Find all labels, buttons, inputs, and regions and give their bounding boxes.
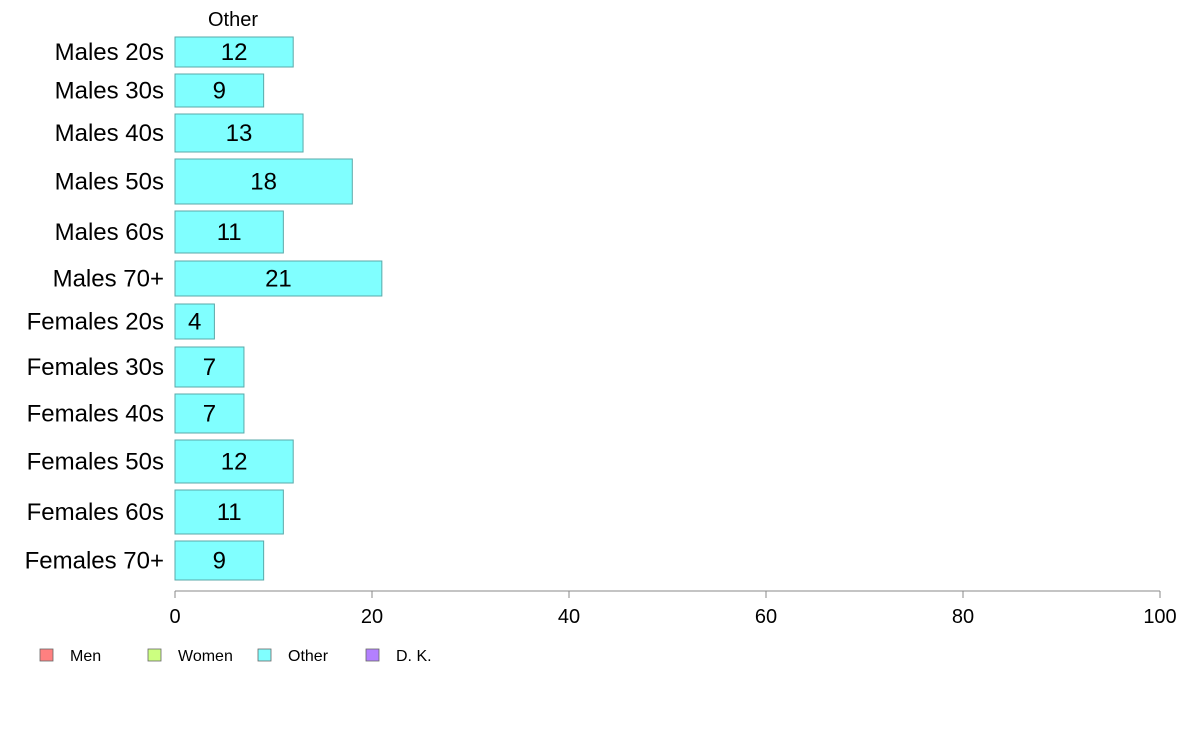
category-label: Males 60s [55,219,164,246]
column-title: Other [208,9,258,31]
bar [174,158,353,205]
category-label: Females 60s [27,499,164,526]
x-tick-label: 20 [361,606,383,628]
bar-value-label: 21 [265,266,292,293]
legend-swatch [257,648,272,662]
bar [174,439,294,484]
legend-label: Men [70,648,101,665]
bar-value-label: 13 [226,120,253,147]
x-tick-label: 40 [558,606,580,628]
legend: Men Women Other D. K. [39,648,432,665]
bar-value-label: 12 [221,39,248,66]
bar-value-label: 12 [221,449,248,476]
bar-group: Males 20s 12 Males 30s 9 Males 40s 13 Males 50… [25,36,383,581]
bar [174,489,284,535]
bar [174,393,245,434]
bar [174,210,284,254]
category-label: Females 40s [27,401,164,428]
bar [174,260,383,297]
bar-value-label: 11 [217,219,242,246]
category-label: Females 50s [27,449,164,476]
legend-label: Women [178,648,233,665]
bar [174,73,265,108]
legend-swatch [39,648,54,662]
category-label: Males 40s [55,120,164,147]
legend-swatch [147,648,162,662]
bar [174,113,304,153]
bar [174,346,245,388]
x-tick-label: 60 [755,606,777,628]
category-label: Females 20s [27,309,164,336]
x-tick-label: 80 [952,606,974,628]
category-label: Males 20s [55,39,164,66]
category-label: Males 30s [55,78,164,105]
category-label: Males 50s [55,169,164,196]
bar [174,303,215,340]
bar-value-label: 9 [213,78,226,105]
legend-swatch [365,648,380,662]
legend-label: Other [288,648,329,665]
bar-value-label: 4 [188,309,201,336]
bar-value-label: 18 [250,169,277,196]
category-label: Females 70+ [25,548,164,575]
legend-label: D. K. [396,648,432,665]
category-label: Females 30s [27,354,164,381]
x-tick-label: 0 [169,606,180,628]
category-label: Males 70+ [53,266,164,293]
x-tick-label: 100 [1143,606,1176,628]
bar-value-label: 11 [217,499,242,526]
bar-value-label: 7 [203,401,216,428]
bar-value-label: 7 [203,354,216,381]
bar [174,36,294,68]
x-axis: 0 20 40 60 80 100 [169,590,1177,628]
bar [174,540,265,581]
bar-value-label: 9 [213,548,226,575]
